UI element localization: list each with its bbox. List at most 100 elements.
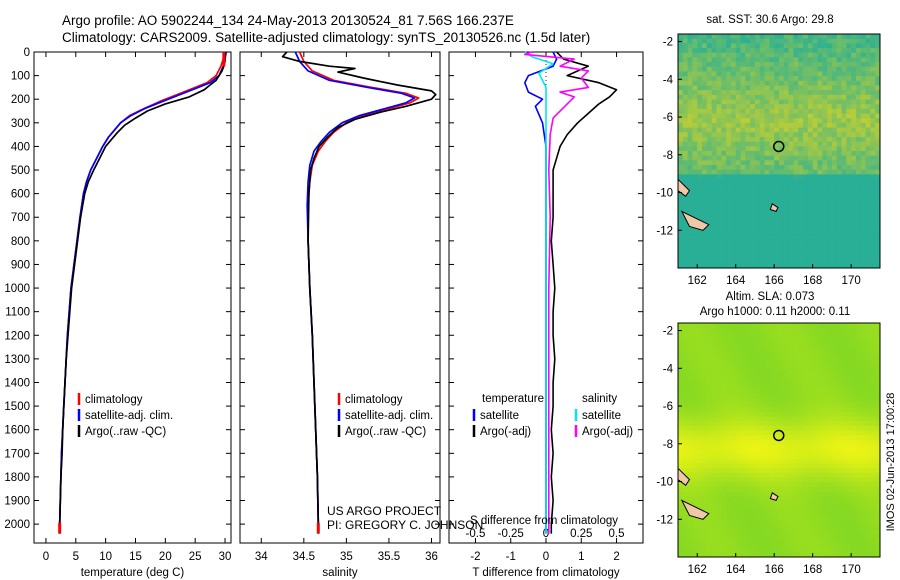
sst-map-cell: [860, 76, 866, 82]
sst-map-cell: [764, 230, 770, 236]
sla-map-cell: [803, 332, 809, 338]
sst-map-cell: [855, 127, 862, 133]
sla-map-cell: [682, 351, 689, 357]
sla-map-cell: [817, 463, 823, 469]
sla-map-cell: [783, 542, 790, 549]
sla-map-cell: [798, 430, 804, 436]
sst-map-cell: [687, 174, 693, 180]
sst-map-cell: [735, 85, 741, 91]
sla-map-cell: [740, 491, 746, 497]
sla-map-cell: [687, 486, 693, 492]
sla-map-cell: [836, 463, 842, 469]
sst-map-cell: [817, 263, 823, 269]
sst-map-cell: [750, 76, 756, 82]
sla-map-cell: [682, 449, 689, 455]
sst-map-cell: [711, 141, 717, 147]
sla-map-cell: [855, 393, 862, 399]
sst-map-cell: [682, 104, 689, 110]
sst-map-cell: [692, 34, 698, 40]
sst-map-cell: [721, 169, 727, 175]
sla-map-cell: [812, 505, 818, 511]
sst-map-cell: [682, 132, 689, 138]
sst-map-cell: [682, 207, 689, 213]
sla-map-cell: [865, 533, 871, 539]
sst-map-cell: [764, 38, 770, 44]
sla-map-cell: [875, 538, 881, 544]
sla-map-cell: [774, 444, 780, 450]
sst-map-cell: [855, 253, 862, 260]
difference-legend-header-salinity: salinity: [582, 393, 617, 405]
sst-map-cell: [759, 179, 765, 185]
sla-map-cell: [851, 454, 857, 460]
sst-map-cell: [745, 211, 751, 217]
sla-map-cell: [831, 360, 838, 366]
sst-map-cell: [735, 216, 741, 222]
sla-map-cell: [754, 491, 761, 497]
sst-map-cell: [769, 244, 775, 250]
sst-map-cell: [716, 160, 722, 166]
sst-map-cell: [740, 52, 746, 58]
sla-map-cell: [711, 435, 717, 441]
sla-map-cell: [687, 477, 693, 483]
sst-map-cell: [817, 108, 823, 114]
sla-map-cell: [836, 458, 842, 464]
sst-map-cell: [745, 80, 751, 86]
sst-map-cell: [754, 249, 761, 255]
sla-map-cell: [779, 514, 785, 520]
sla-map-cell: [754, 323, 761, 329]
sst-map-cell: [793, 146, 799, 152]
sla-map-cell: [827, 510, 833, 516]
sst-map-cell: [793, 202, 799, 208]
sla-map-cell: [817, 341, 823, 347]
sla-map-cell: [750, 547, 756, 553]
sla-map-cell: [812, 552, 818, 558]
sla-map-cell: [807, 477, 814, 483]
sla-map-cell: [851, 323, 857, 329]
sst-map-cell: [807, 235, 814, 241]
sst-map-cell: [697, 71, 703, 77]
sst-map-cell: [740, 34, 746, 40]
sst-map-cell: [860, 207, 866, 213]
sla-map-cell: [735, 421, 741, 427]
sla-map-cell: [817, 407, 823, 413]
sst-map-cell: [798, 253, 804, 260]
sst-map-cell: [769, 151, 775, 157]
difference-T-axis-label: T difference from climatology: [472, 567, 619, 579]
sla-map-cell: [798, 463, 804, 469]
sst-map-cell: [721, 38, 727, 44]
sla-map-cell: [706, 496, 713, 502]
sla-map-cell: [740, 421, 746, 427]
sla-map-cell: [870, 402, 876, 408]
sst-map-cell: [807, 165, 814, 171]
sst-map-cell: [807, 136, 814, 143]
sst-map-cell: [759, 216, 765, 222]
sst-map-cell: [745, 104, 751, 110]
sst-map-cell: [702, 169, 708, 175]
sla-map-cell: [870, 463, 876, 469]
sla-map-cell: [779, 533, 785, 539]
sst-map-cell: [851, 132, 857, 138]
sst-map-cell: [745, 197, 751, 203]
sla-map-cell: [692, 449, 698, 455]
sst-map-cell: [831, 151, 838, 157]
sst-map-cell: [870, 160, 876, 166]
sst-map-cell: [865, 211, 871, 217]
sla-map-cell: [807, 351, 814, 357]
sla-map-cell: [788, 514, 794, 520]
sla-map-cell: [769, 542, 775, 549]
sst-map-cell: [682, 52, 689, 58]
sst-map-cell: [706, 43, 713, 49]
sla-map-cell: [846, 365, 852, 371]
sla-map-cell: [735, 360, 741, 366]
sst-map-cell: [682, 202, 689, 208]
sla-map-cell: [855, 365, 862, 371]
sla-map-cell: [798, 519, 804, 525]
sla-map-cell: [764, 341, 770, 347]
sst-map-cell: [860, 239, 866, 245]
sst-map-cell: [855, 155, 862, 161]
sst-map-cell: [822, 151, 828, 157]
sla-map-cell: [807, 355, 814, 361]
temperature-legend-0-label: climatology: [85, 394, 143, 406]
sla-map-cell: [764, 482, 770, 488]
sst-map-cell: [827, 216, 833, 222]
